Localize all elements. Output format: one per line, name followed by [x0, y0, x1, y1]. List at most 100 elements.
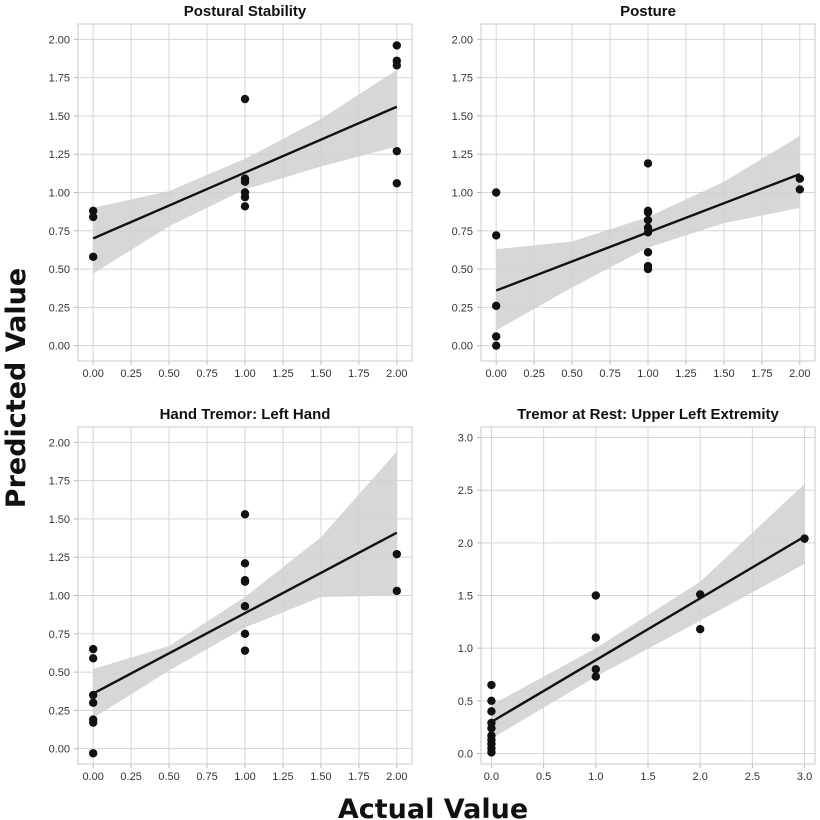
data-point [487, 723, 496, 733]
y-axis-title: Predicted Value [1, 268, 32, 508]
y-tick-label: 2.00 [452, 34, 473, 46]
panel-1: 0.00 0.25 0.50 0.75 1.00 1.25 1.50 1.75 2.00 0.00… [49, 3, 413, 380]
y-tick-label: 0.00 [49, 744, 70, 756]
data-point [591, 665, 601, 674]
x-tick-label: 0.00 [485, 368, 506, 380]
y-tick-label: 1.00 [49, 188, 70, 200]
plot-frame [77, 23, 413, 362]
y-tick-label: 0.25 [49, 302, 70, 314]
panel-4: 0.0 0.5 1.0 1.5 2.0 2.5 3.0 0.0 0.5 1.0 1.5 2.0 2.5 3… [458, 406, 816, 783]
x-tick-label: 1.75 [751, 368, 772, 380]
panel-title: Tremor at Rest: Upper Left Extremity [517, 406, 779, 423]
x-tick-label: 0.75 [196, 368, 217, 380]
x-tick-label: 1.50 [310, 771, 331, 783]
data-point [487, 696, 496, 706]
data-point [643, 264, 653, 274]
x-tick-label: 1.75 [348, 368, 369, 380]
y-tick-label: 0.75 [49, 629, 70, 641]
x-tick-label: 1.50 [310, 368, 331, 380]
plot-frame [77, 426, 413, 765]
x-tick-label: 2.0 [693, 771, 708, 783]
y-tick-label: 2.00 [49, 437, 70, 449]
y-tick-label: 0.25 [452, 302, 473, 314]
x-tick-label: 0.50 [158, 771, 179, 783]
data-point [487, 707, 496, 716]
x-tick-label: 0.50 [158, 368, 179, 380]
x-tick-label: 0.25 [120, 368, 141, 380]
data-point [795, 174, 805, 183]
y-tick-label: 0.75 [452, 226, 473, 238]
data-point [88, 749, 98, 758]
data-point [88, 252, 98, 262]
x-tick-label: 3.0 [797, 771, 812, 783]
data-point [88, 654, 98, 663]
data-point [491, 341, 501, 350]
data-point [491, 301, 501, 311]
y-tick-label: 1.75 [49, 476, 70, 488]
x-tick-label: 0.5 [536, 771, 551, 783]
y-tick-label: 2.0 [458, 538, 473, 550]
x-tick-label: 1.0 [588, 771, 603, 783]
data-point [795, 185, 805, 194]
data-point [88, 690, 98, 700]
y-tick-label: 0.0 [458, 748, 473, 760]
panel-title: Postural Stability [184, 3, 307, 20]
data-point [491, 332, 501, 341]
data-point [240, 94, 250, 104]
data-point [240, 559, 250, 568]
data-point [491, 188, 501, 197]
x-tick-label: 2.00 [386, 771, 407, 783]
y-tick-label: 1.50 [49, 111, 70, 123]
data-point [591, 591, 601, 600]
x-tick-label: 2.00 [789, 368, 810, 380]
y-tick-label: 1.5 [458, 591, 473, 603]
regression-line [490, 535, 806, 723]
panel-2: 0.00 0.25 0.50 0.75 1.00 1.25 1.50 1.75 2.00 0.00… [452, 3, 816, 380]
data-point [643, 228, 653, 237]
data-point [392, 61, 402, 70]
data-point [487, 748, 496, 757]
x-tick-label: 0.75 [599, 368, 620, 380]
data-point [392, 146, 402, 156]
x-tick-label: 2.5 [745, 771, 760, 783]
x-tick-label: 0.50 [561, 368, 582, 380]
y-tick-label: 1.50 [49, 514, 70, 526]
plot-frame [480, 426, 816, 765]
x-tick-label: 1.00 [234, 368, 255, 380]
x-tick-label: 0.25 [120, 771, 141, 783]
y-tick-label: 0.75 [49, 226, 70, 238]
data-point [643, 159, 653, 168]
x-tick-label: 1.75 [348, 771, 369, 783]
data-point [88, 206, 98, 216]
x-tick-label: 1.25 [272, 771, 293, 783]
data-point [88, 644, 98, 654]
data-point [88, 212, 98, 222]
data-point [643, 248, 653, 257]
data-point [88, 698, 98, 707]
data-point [591, 633, 601, 642]
data-point [240, 202, 250, 211]
y-tick-label: 2.5 [458, 485, 473, 497]
data-point [643, 208, 653, 217]
x-tick-label: 0.00 [82, 368, 103, 380]
data-point [695, 590, 705, 599]
data-point [487, 680, 496, 690]
x-tick-label: 1.00 [234, 771, 255, 783]
data-point [392, 41, 402, 50]
x-tick-label: 1.00 [637, 368, 658, 380]
y-tick-label: 0.5 [458, 696, 473, 708]
y-tick-label: 1.50 [452, 111, 473, 123]
y-tick-label: 0.50 [49, 264, 70, 276]
data-point [392, 549, 402, 559]
x-tick-label: 2.00 [386, 368, 407, 380]
y-tick-label: 0.25 [49, 705, 70, 717]
data-point [240, 577, 250, 586]
y-tick-label: 1.0 [458, 643, 473, 655]
x-tick-label: 1.25 [675, 368, 696, 380]
x-tick-label: 0.75 [196, 771, 217, 783]
data-point [240, 510, 250, 519]
y-tick-label: 2.00 [49, 34, 70, 46]
data-point [240, 602, 250, 611]
